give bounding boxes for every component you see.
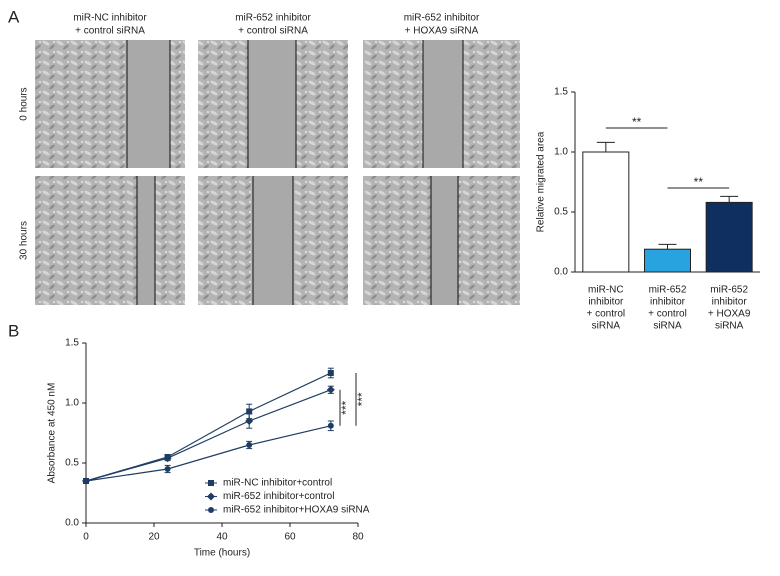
row-label: 0 hours <box>19 87 30 120</box>
data-point <box>326 385 335 394</box>
row-label: 30 hours <box>19 221 30 260</box>
x-tick-label: 80 <box>352 532 364 543</box>
column-header: miR-652 inhibitor <box>235 13 311 24</box>
legend-label: miR-652 inhibitor+HOXA9 siRNA <box>223 505 370 516</box>
y-tick-label: 1.5 <box>65 338 79 349</box>
data-point <box>327 370 334 376</box>
x-tick-label: 0 <box>83 532 89 543</box>
x-axis-label: Time (hours) <box>194 548 250 559</box>
legend-marker <box>207 492 215 501</box>
column-header: miR-NC inhibitor <box>73 13 147 24</box>
column-header: + control siRNA <box>75 26 145 37</box>
x-tick-label: + control <box>587 309 626 320</box>
scratch-gap <box>423 40 463 168</box>
series-line <box>85 389 332 482</box>
significance-label: ** <box>694 175 704 189</box>
data-point <box>163 454 172 463</box>
y-tick-label: 0.0 <box>65 518 79 529</box>
y-tick-label: 0.5 <box>65 458 79 469</box>
legend-label: miR-652 inhibitor+control <box>223 491 334 502</box>
scratch-gap <box>248 40 296 168</box>
y-tick-label: 1.0 <box>554 147 568 158</box>
x-tick-label: + control <box>648 309 687 320</box>
scratch-gap <box>137 176 155 305</box>
x-tick-label: 60 <box>284 532 296 543</box>
microscopy-image <box>35 176 185 305</box>
bar <box>705 201 753 273</box>
x-tick-label: inhibitor <box>712 297 748 308</box>
bar <box>644 248 691 273</box>
column-header: + HOXA9 siRNA <box>405 26 479 37</box>
x-tick-label: siRNA <box>592 321 621 332</box>
bar <box>582 151 630 273</box>
x-tick-label: siRNA <box>715 321 744 332</box>
y-tick-label: 1.0 <box>65 398 79 409</box>
scratch-gap <box>127 40 170 168</box>
panel-label: B <box>8 321 19 340</box>
data-point <box>164 466 171 472</box>
y-axis-label: Absorbance at 450 nM <box>47 383 58 484</box>
data-point <box>246 442 253 448</box>
x-tick-label: 40 <box>216 532 228 543</box>
significance-label: *** <box>355 392 369 406</box>
significance-label: ** <box>632 115 642 129</box>
scratch-gap <box>431 176 458 305</box>
x-tick-label: inhibitor <box>588 297 624 308</box>
x-tick-label: + HOXA9 <box>708 309 751 320</box>
y-tick-label: 0.0 <box>554 267 568 278</box>
x-tick-label: 20 <box>148 532 160 543</box>
x-tick-label: miR-652 <box>649 285 687 296</box>
x-tick-label: siRNA <box>653 321 682 332</box>
y-axis-label: Relative migrated area <box>536 131 547 232</box>
series-line <box>85 372 332 482</box>
legend-marker <box>208 507 214 513</box>
scratch-gap <box>253 176 293 305</box>
data-point <box>327 422 334 429</box>
x-tick-label: inhibitor <box>650 297 686 308</box>
data-point <box>246 408 253 415</box>
y-tick-label: 0.5 <box>554 207 568 218</box>
column-header: miR-652 inhibitor <box>404 13 480 24</box>
legend-marker <box>208 480 214 486</box>
data-point <box>83 478 89 484</box>
panel-label: A <box>8 7 20 26</box>
legend-label: miR-NC inhibitor+control <box>223 478 332 489</box>
data-point <box>245 417 254 425</box>
y-tick-label: 1.5 <box>554 87 568 98</box>
significance-label: *** <box>339 400 353 414</box>
x-tick-label: miR-NC <box>588 285 624 296</box>
series-line <box>85 425 331 482</box>
column-header: + control siRNA <box>238 26 308 37</box>
x-tick-label: miR-652 <box>710 285 748 296</box>
